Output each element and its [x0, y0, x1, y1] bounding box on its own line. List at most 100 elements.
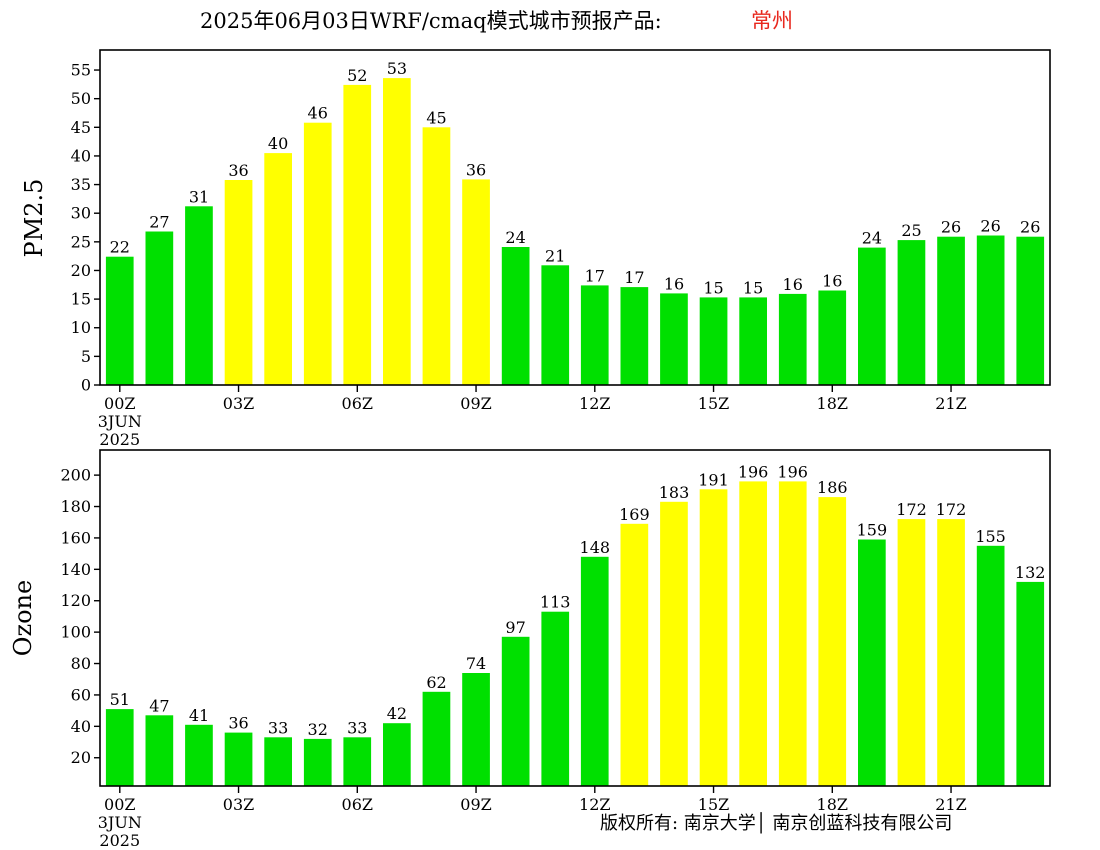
ozone-xtick-label: 00Z: [104, 795, 135, 814]
ozone-value-label: 42: [387, 704, 407, 723]
ozone-axis-label: Ozone: [9, 580, 37, 656]
ozone-bar: [1016, 581, 1045, 786]
pm25-value-label: 36: [466, 160, 486, 179]
ozone-date-label: 2025: [99, 831, 140, 850]
pm25-ytick-label: 0: [81, 376, 91, 395]
pm25-bar: [858, 247, 886, 385]
ozone-bar: [818, 497, 847, 786]
ozone-ytick-label: 100: [60, 623, 91, 642]
ozone-ytick-label: 20: [71, 748, 91, 767]
ozone-value-label: 36: [228, 714, 248, 733]
ozone-panel: 51 47 41 36 33 32 33 42 62 74 97 113 148 169 183 191 196…: [9, 449, 1051, 850]
ozone-ytick-label: 200: [60, 466, 91, 485]
ozone-value-label: 97: [505, 618, 525, 637]
pm25-ytick-label: 40: [71, 146, 91, 165]
ozone-ytick-label: 120: [60, 591, 91, 610]
pm25-bar: [383, 78, 411, 385]
pm25-ytick-label: 55: [71, 61, 91, 80]
pm25-bar: [660, 293, 688, 385]
ozone-bar: [422, 691, 451, 786]
pm25-value-label: 25: [901, 221, 921, 240]
pm25-ytick-label: 35: [71, 175, 91, 194]
ozone-xtick-label: 03Z: [223, 795, 254, 814]
ozone-bar: [778, 481, 807, 786]
ozone-value-label: 33: [347, 718, 367, 737]
pm25-bar: [897, 240, 926, 385]
pm25-xtick-label: 03Z: [223, 394, 254, 413]
pm25-bar: [976, 235, 1005, 385]
ozone-bar: [185, 724, 213, 786]
pm25-ytick-label: 10: [71, 318, 91, 337]
pm25-bar: [343, 84, 372, 386]
pm25-bar: [1016, 236, 1045, 385]
pm25-panel: 22 27 31 36 40 46 52 53 45 36 24 21 17 17 16 15 15 16 16 24…: [20, 49, 1051, 449]
ozone-bar: [897, 519, 926, 786]
pm25-xtick-label: 06Z: [342, 394, 373, 413]
pm25-value-label: 24: [862, 229, 882, 248]
pm25-bar: [145, 231, 174, 385]
pm25-bar: [422, 127, 451, 386]
ozone-ytick-label: 80: [71, 654, 91, 673]
pm25-xtick-label: 09Z: [460, 394, 491, 413]
ozone-bar: [937, 519, 965, 786]
pm25-bar: [501, 247, 530, 385]
pm25-date-label: 2025: [99, 430, 140, 449]
pm25-ytick-label: 45: [71, 118, 91, 137]
ozone-value-label: 74: [466, 654, 486, 673]
ozone-bar: [976, 545, 1005, 786]
pm25-xtick-label: 21Z: [935, 394, 966, 413]
pm25-value-label: 15: [743, 278, 763, 297]
ozone-bar: [501, 636, 530, 786]
pm25-bar: [541, 265, 570, 385]
ozone-xtick-label: 09Z: [460, 795, 491, 814]
pm25-bar: [699, 297, 728, 385]
ozone-value-label: 155: [975, 527, 1006, 546]
ozone-value-label: 41: [189, 706, 209, 725]
ozone-bar: [462, 673, 490, 786]
ozone-value-label: 183: [659, 483, 690, 502]
pm25-ytick-label: 50: [71, 89, 91, 108]
pm25-axis-label: PM2.5: [20, 179, 48, 258]
pm25-value-label: 52: [347, 66, 367, 85]
ozone-ytick-label: 60: [71, 685, 91, 704]
city-name: 常州: [751, 9, 793, 33]
pm25-value-label: 26: [1020, 218, 1040, 237]
ozone-value-label: 148: [580, 538, 611, 557]
ozone-plot-frame: [99, 449, 1051, 787]
pm25-bar: [739, 297, 767, 385]
ozone-bar: [699, 489, 728, 786]
pm25-xtick-label: 18Z: [817, 394, 848, 413]
ozone-bar: [264, 737, 292, 786]
ozone-value-label: 51: [110, 690, 130, 709]
ozone-xtick-label: 06Z: [342, 795, 373, 814]
pm25-value-label: 21: [545, 246, 565, 265]
copyright-notice: 版权所有: 南京大学│ 南京创蓝科技有限公司: [600, 812, 952, 834]
ozone-value-label: 169: [619, 505, 650, 524]
ozone-ytick-label: 40: [71, 717, 91, 736]
pm25-ytick-label: 25: [71, 232, 91, 251]
pm25-value-label: 26: [941, 218, 961, 237]
ozone-bar: [620, 523, 649, 786]
ozone-ytick-label: 180: [60, 497, 91, 516]
pm25-value-label: 16: [664, 274, 684, 293]
ozone-value-label: 47: [149, 696, 169, 715]
ozone-xtick-label: 15Z: [698, 795, 729, 814]
pm25-value-label: 45: [426, 108, 446, 127]
ozone-bar: [858, 539, 886, 786]
ozone-bar: [739, 481, 767, 786]
pm25-date-label: 3JUN: [98, 412, 142, 431]
ozone-bar: [145, 715, 174, 786]
pm25-value-label: 15: [703, 278, 723, 297]
ozone-xtick-label: 21Z: [935, 795, 966, 814]
ozone-value-label: 159: [857, 521, 888, 540]
ozone-bar: [343, 737, 372, 786]
ozone-bar: [383, 723, 411, 786]
ozone-value-label: 172: [936, 500, 967, 519]
ozone-bar: [224, 732, 253, 786]
pm25-xtick-label: 00Z: [104, 394, 135, 413]
pm25-value-label: 53: [387, 59, 407, 78]
ozone-value-label: 191: [698, 470, 729, 489]
pm25-bar: [778, 293, 807, 385]
pm25-value-label: 40: [268, 134, 288, 153]
